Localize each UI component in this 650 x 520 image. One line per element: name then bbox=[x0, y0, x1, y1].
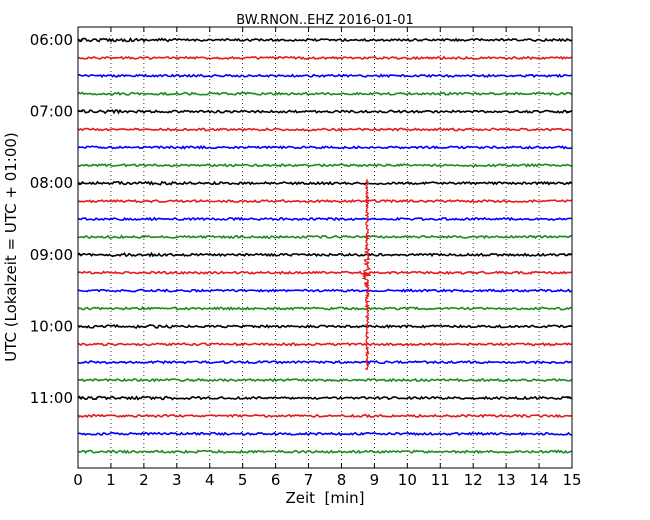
y-tick-label-0900: 09:00 bbox=[30, 246, 73, 264]
x-tick-label-13: 13 bbox=[497, 471, 516, 489]
trace-row-0615 bbox=[77, 55, 572, 61]
trace-row-0815 bbox=[77, 198, 572, 204]
trace-row-0745 bbox=[77, 162, 572, 168]
x-tick-label-2: 2 bbox=[139, 471, 149, 489]
trace-row-0845 bbox=[77, 234, 572, 240]
trace-row-1045 bbox=[77, 377, 573, 383]
x-tick-label-14: 14 bbox=[530, 471, 549, 489]
y-tick-label-1100: 11:00 bbox=[30, 389, 73, 407]
trace-row-0715 bbox=[77, 127, 572, 132]
x-tick-label-3: 3 bbox=[172, 471, 182, 489]
y-tick-label-0700: 07:00 bbox=[30, 103, 73, 121]
chart-title: BW.RNON..EHZ 2016-01-01 bbox=[236, 13, 414, 28]
y-tick-label-1000: 10:00 bbox=[30, 317, 73, 335]
x-axis-ticks: 0 1 2 3 4 5 6 7 8 9 10 11 12 13 14 15 bbox=[73, 27, 582, 489]
trace-row-0630 bbox=[77, 73, 572, 79]
trace-row-1115 bbox=[77, 413, 572, 419]
x-tick-label-10: 10 bbox=[398, 471, 417, 489]
x-tick-label-5: 5 bbox=[238, 471, 248, 489]
trace-row-1015 bbox=[77, 341, 572, 347]
event-spike bbox=[361, 178, 372, 371]
x-tick-label-12: 12 bbox=[464, 471, 483, 489]
trace-row-0800 bbox=[77, 180, 572, 186]
plot-frame bbox=[77, 26, 573, 469]
x-tick-label-6: 6 bbox=[271, 471, 281, 489]
trace-group bbox=[77, 37, 573, 455]
trace-row-0930 bbox=[77, 288, 572, 293]
x-axis-label: Zeit [min] bbox=[285, 489, 364, 507]
event-signal bbox=[361, 178, 372, 371]
trace-row-1000 bbox=[77, 323, 572, 329]
x-tick-label-0: 0 bbox=[73, 471, 83, 489]
trace-row-0900 bbox=[77, 251, 572, 258]
x-tick-label-1: 1 bbox=[106, 471, 116, 489]
trace-row-0700 bbox=[77, 108, 572, 115]
trace-row-1100 bbox=[77, 395, 573, 401]
grid-lines bbox=[110, 27, 540, 468]
y-axis-ticks: 06:00 07:00 08:00 09:00 10:00 11:00 bbox=[30, 31, 572, 407]
x-tick-label-11: 11 bbox=[431, 471, 450, 489]
x-tick-label-15: 15 bbox=[562, 471, 581, 489]
y-tick-label-0800: 08:00 bbox=[30, 174, 73, 192]
trace-row-0730 bbox=[77, 144, 572, 150]
x-tick-label-8: 8 bbox=[337, 471, 347, 489]
x-tick-label-7: 7 bbox=[304, 471, 314, 489]
y-tick-label-0600: 06:00 bbox=[30, 31, 73, 49]
trace-row-0830 bbox=[77, 216, 572, 222]
trace-row-0915 bbox=[77, 270, 572, 276]
x-tick-label-4: 4 bbox=[205, 471, 215, 489]
trace-row-1145 bbox=[77, 449, 572, 455]
trace-row-0645 bbox=[77, 91, 573, 96]
trace-row-0600 bbox=[77, 37, 572, 43]
y-axis-label: UTC (Lokalzeit = UTC + 01:00) bbox=[2, 132, 20, 362]
x-tick-label-9: 9 bbox=[370, 471, 380, 489]
trace-row-1130 bbox=[77, 431, 572, 437]
trace-row-1030 bbox=[77, 360, 572, 365]
trace-row-0945 bbox=[77, 306, 572, 311]
